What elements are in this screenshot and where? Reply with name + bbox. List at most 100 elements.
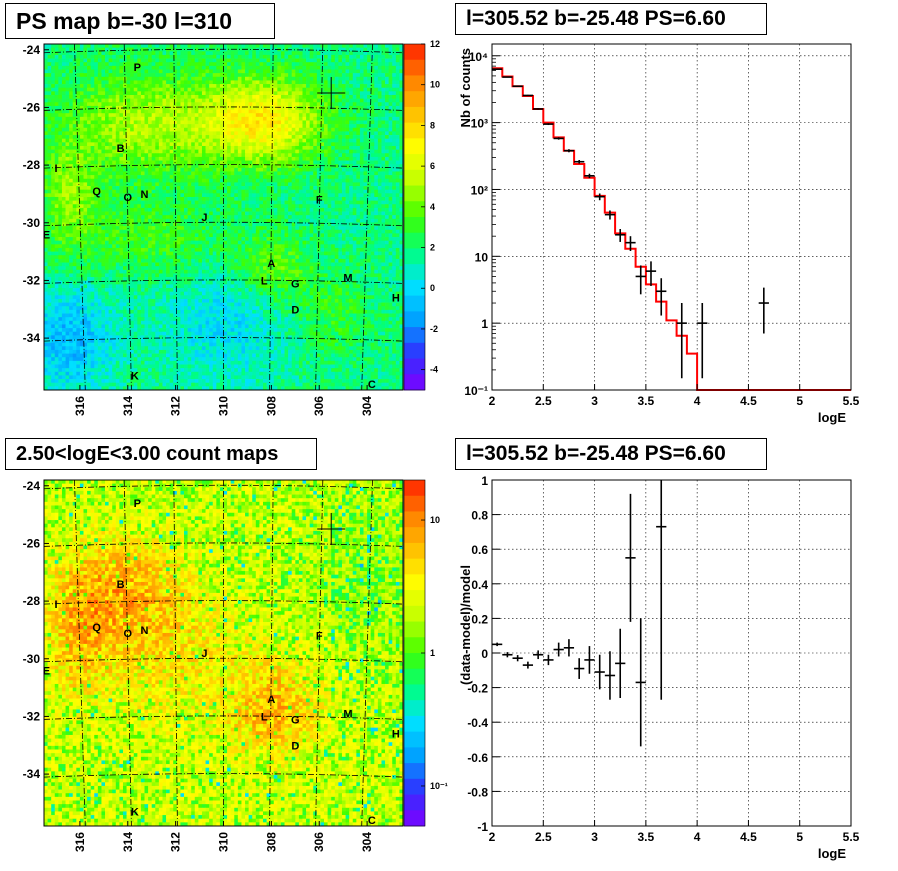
ps-map-ytick-label: -28 xyxy=(23,158,41,172)
count-map-ytick-label: -26 xyxy=(23,536,41,550)
ps-map-ytick-label: -34 xyxy=(23,331,41,345)
count-map-colorbar-tick-label: 10⁻¹ xyxy=(430,781,448,791)
count-map-source-label-c: C xyxy=(368,815,376,827)
residual-ytick-label: 0.6 xyxy=(471,543,488,557)
residual-xtick-label: 4.5 xyxy=(740,830,757,844)
residual-ytick-label: 1 xyxy=(481,474,488,488)
count-map-coord-grid xyxy=(43,479,404,827)
ps-map-source-label-n: N xyxy=(141,189,149,201)
count-map-source-label-i: I xyxy=(54,599,57,611)
residual-xtick-label: 4 xyxy=(694,830,701,844)
ps-map-source-label-f: F xyxy=(316,195,323,207)
spectrum-xtick-label: 2.5 xyxy=(535,394,552,408)
residual-ytick-label: -0.4 xyxy=(467,716,488,730)
ps-map-colorbar-tick-label: 4 xyxy=(430,202,435,212)
count-map-source-label-h: H xyxy=(392,729,400,741)
residual-ytick-label: -1 xyxy=(477,820,488,834)
spectrum-title: l=305.52 b=-25.48 PS=6.60 xyxy=(455,3,767,35)
count-map-xtick-label: 310 xyxy=(217,832,231,852)
residual-xtick-label: 5 xyxy=(796,830,803,844)
residual-ytick-label: -0.8 xyxy=(467,785,488,799)
ps-map-colorbar-tick-label: 10 xyxy=(430,80,440,90)
count-map-colorbar-tick-label: 1 xyxy=(430,648,435,658)
model-step-histogram xyxy=(492,67,851,391)
count-map-xtick-label: 308 xyxy=(264,832,278,852)
ps-map-colorbar-tick-label: 12 xyxy=(430,39,440,49)
ps-map-colorbar-tick-label: -4 xyxy=(430,365,438,375)
count-map-source-label-p: P xyxy=(134,498,141,510)
ps-map-xtick-label: 310 xyxy=(217,396,231,416)
ps-map-xtick-label: 306 xyxy=(312,396,326,416)
count-map-source-label-f: F xyxy=(316,631,323,643)
ps-map-source-label-g: G xyxy=(291,278,300,290)
spectrum-xlabel: logE xyxy=(818,410,846,425)
count-map-source-label-a: A xyxy=(267,694,275,706)
count-map-ytick-label: -32 xyxy=(23,709,41,723)
ps-map-source-label-h: H xyxy=(392,293,400,305)
spectrum-xtick-label: 2 xyxy=(489,394,496,408)
ps-map-source-label-e: E xyxy=(43,229,50,241)
spectrum-ytick-label: 10 xyxy=(475,250,489,264)
count-map-ytick-label: -34 xyxy=(23,767,41,781)
count-map-source-label-l: L xyxy=(261,711,268,723)
spectrum-plot xyxy=(491,44,852,391)
count-map-ytick-label: -30 xyxy=(23,652,41,666)
count-map-ytick-label: -28 xyxy=(23,594,41,608)
ps-map-colorbar-tick-label: 0 xyxy=(430,283,435,293)
ps-map-ytick-label: -26 xyxy=(23,100,41,114)
ps-map-source-label-m: M xyxy=(343,273,352,285)
residual-xtick-label: 2 xyxy=(489,830,496,844)
ps-map-xtick-label: 308 xyxy=(264,396,278,416)
count-map-colorbar-tick-label: 10 xyxy=(430,515,440,525)
residual-xtick-label: 3.5 xyxy=(638,830,655,844)
count-map-source-label-d: D xyxy=(291,740,299,752)
spectrum-xtick-label: 3.5 xyxy=(638,394,655,408)
ps-map-source-label-b: B xyxy=(117,143,125,155)
count-map-xtick-label: 314 xyxy=(121,832,135,852)
spectrum-ylabel: Nb of counts xyxy=(458,48,473,127)
ps-map-xtick-label: 314 xyxy=(121,396,135,416)
ps-map-colorbar-tick-label: 8 xyxy=(430,120,435,130)
spectrum-xtick-label: 3 xyxy=(591,394,598,408)
count-map-ytick-label: -24 xyxy=(23,479,41,493)
ps-map-source-label-k: K xyxy=(131,371,139,383)
spectrum-frame xyxy=(491,43,852,391)
count-map-source-label-o: O xyxy=(124,628,133,640)
ps-map-ytick-label: -30 xyxy=(23,216,41,230)
ps-map-colorbar xyxy=(403,43,426,391)
ps-map-colorbar-tick-label: 2 xyxy=(430,243,435,253)
ps-map-source-label-c: C xyxy=(368,379,376,391)
ps-map-source-label-i: I xyxy=(54,163,57,175)
count-map-xtick-label: 304 xyxy=(360,832,374,852)
count-map-xtick-label: 306 xyxy=(312,832,326,852)
ps-map-title: PS map b=-30 l=310 xyxy=(5,3,275,39)
count-map-heatmap xyxy=(44,480,404,827)
residual-ytick-label: -0.2 xyxy=(467,682,488,696)
count-map-xtick-label: 312 xyxy=(169,832,183,852)
count-map-source-label-e: E xyxy=(43,665,50,677)
count-map-source-label-k: K xyxy=(131,807,139,819)
ps-map-source-label-p: P xyxy=(134,62,141,74)
residual-ytick-label: 0 xyxy=(481,647,488,661)
ps-map-xtick-label: 312 xyxy=(169,396,183,416)
spectrum-ytick-label: 10⁻¹ xyxy=(464,384,488,398)
ps-map-source-label-l: L xyxy=(261,275,268,287)
ps-map-source-label-j: J xyxy=(201,212,207,224)
residual-ytick-label: 0.8 xyxy=(471,509,488,523)
count-map-source-label-b: B xyxy=(117,579,125,591)
residual-ylabel: (data-model)/model xyxy=(458,565,473,685)
ps-map-ytick-label: -32 xyxy=(23,273,41,287)
count-map-source-label-q: Q xyxy=(92,622,101,634)
spectrum-xtick-label: 5.5 xyxy=(843,394,860,408)
ps-map-source-label-q: Q xyxy=(92,186,101,198)
residual-ytick-label: 0.4 xyxy=(471,578,488,592)
count-map-source-label-g: G xyxy=(291,714,300,726)
ps-map-source-label-a: A xyxy=(267,258,275,270)
ps-map-ytick-label: -24 xyxy=(23,43,41,57)
ps-map-colorbar-tick-label: -2 xyxy=(430,324,438,334)
spectrum-xtick-label: 5 xyxy=(796,394,803,408)
spectrum-xtick-label: 4.5 xyxy=(740,394,757,408)
residual-ytick-label: -0.6 xyxy=(467,751,488,765)
spectrum-xtick-label: 4 xyxy=(694,394,701,408)
residual-xlabel: logE xyxy=(818,846,846,861)
